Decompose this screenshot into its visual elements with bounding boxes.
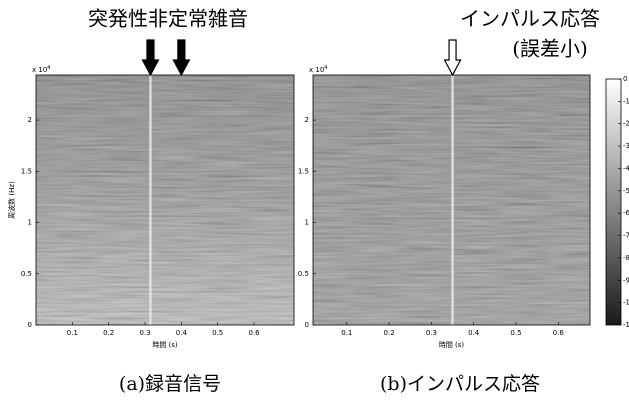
y-tick-label: 2 (305, 116, 309, 124)
y-scale-label: x 104 (309, 65, 327, 75)
y-tick-label: 1.5 (298, 167, 309, 175)
spectrogram-texture (36, 75, 294, 325)
arrow (443, 39, 462, 77)
x-tick-label: 0.2 (103, 329, 114, 337)
colorbar-tick-label: -10 (623, 97, 629, 105)
x-tick-label: 0.1 (67, 329, 78, 337)
colorbar-tick-label: -70 (623, 232, 629, 240)
colorbar (605, 78, 622, 326)
y-scale-exponent: 4 (324, 65, 327, 71)
y-tick-label: 1 (28, 219, 32, 227)
y-tick-label: 0.5 (21, 270, 32, 278)
x-tick-label: 0.4 (176, 329, 188, 337)
colorbar-tick-label: -90 (623, 276, 629, 284)
colorbar-tick-label: -50 (623, 187, 629, 195)
colorbar-tick-label: -80 (623, 254, 629, 262)
x-tick-label: 0.3 (139, 329, 150, 337)
x-axis-label: 時間 (s) (439, 341, 465, 349)
y-scale-label: x 104 (32, 65, 50, 75)
x-tick-label: 0.5 (510, 329, 521, 337)
annotation: (誤差小) (512, 37, 588, 61)
colorbar-tick-label: -100 (623, 299, 629, 307)
colorbar-tick-label: -20 (623, 120, 629, 128)
x-axis-label: 時間 (s) (152, 341, 178, 349)
arrow (141, 39, 160, 77)
x-tick-label: 0.3 (426, 329, 437, 337)
annotation: インパルス応答 (460, 7, 600, 31)
y-scale-base: x 10 (309, 66, 324, 74)
caption: (a)録音信号 (119, 373, 221, 395)
x-tick-label: 0.4 (468, 329, 480, 337)
y-tick-label: 0 (28, 321, 32, 329)
colorbar-tick-label: -60 (623, 209, 629, 217)
colorbar-tick-label: -110 (623, 321, 629, 329)
plot-frame (312, 74, 591, 326)
y-tick-label: 1 (305, 219, 309, 227)
y-scale-base: x 10 (32, 66, 47, 74)
y-axis-label: 周波数 (Hz) (7, 181, 16, 219)
caption: (b)インパルス応答 (380, 373, 540, 395)
colorbar-tick-label: -30 (623, 142, 629, 150)
y-tick-label: 0 (305, 321, 309, 329)
annotation: 突発性非定常雑音 (88, 7, 248, 31)
x-tick-label: 0.2 (384, 329, 395, 337)
x-tick-label: 0.6 (553, 329, 565, 337)
arrow (172, 39, 191, 77)
x-tick-label: 0.5 (212, 329, 223, 337)
colorbar-tick-label: -40 (623, 164, 629, 172)
x-tick-label: 0.6 (248, 329, 260, 337)
x-tick-label: 0.1 (341, 329, 352, 337)
colorbar-tick-label: 0 (623, 75, 627, 83)
plot-frame (35, 74, 295, 326)
y-tick-label: 0.5 (298, 270, 309, 278)
y-tick-label: 2 (28, 116, 32, 124)
y-tick-label: 1.5 (21, 167, 32, 175)
y-scale-exponent: 4 (47, 65, 50, 71)
